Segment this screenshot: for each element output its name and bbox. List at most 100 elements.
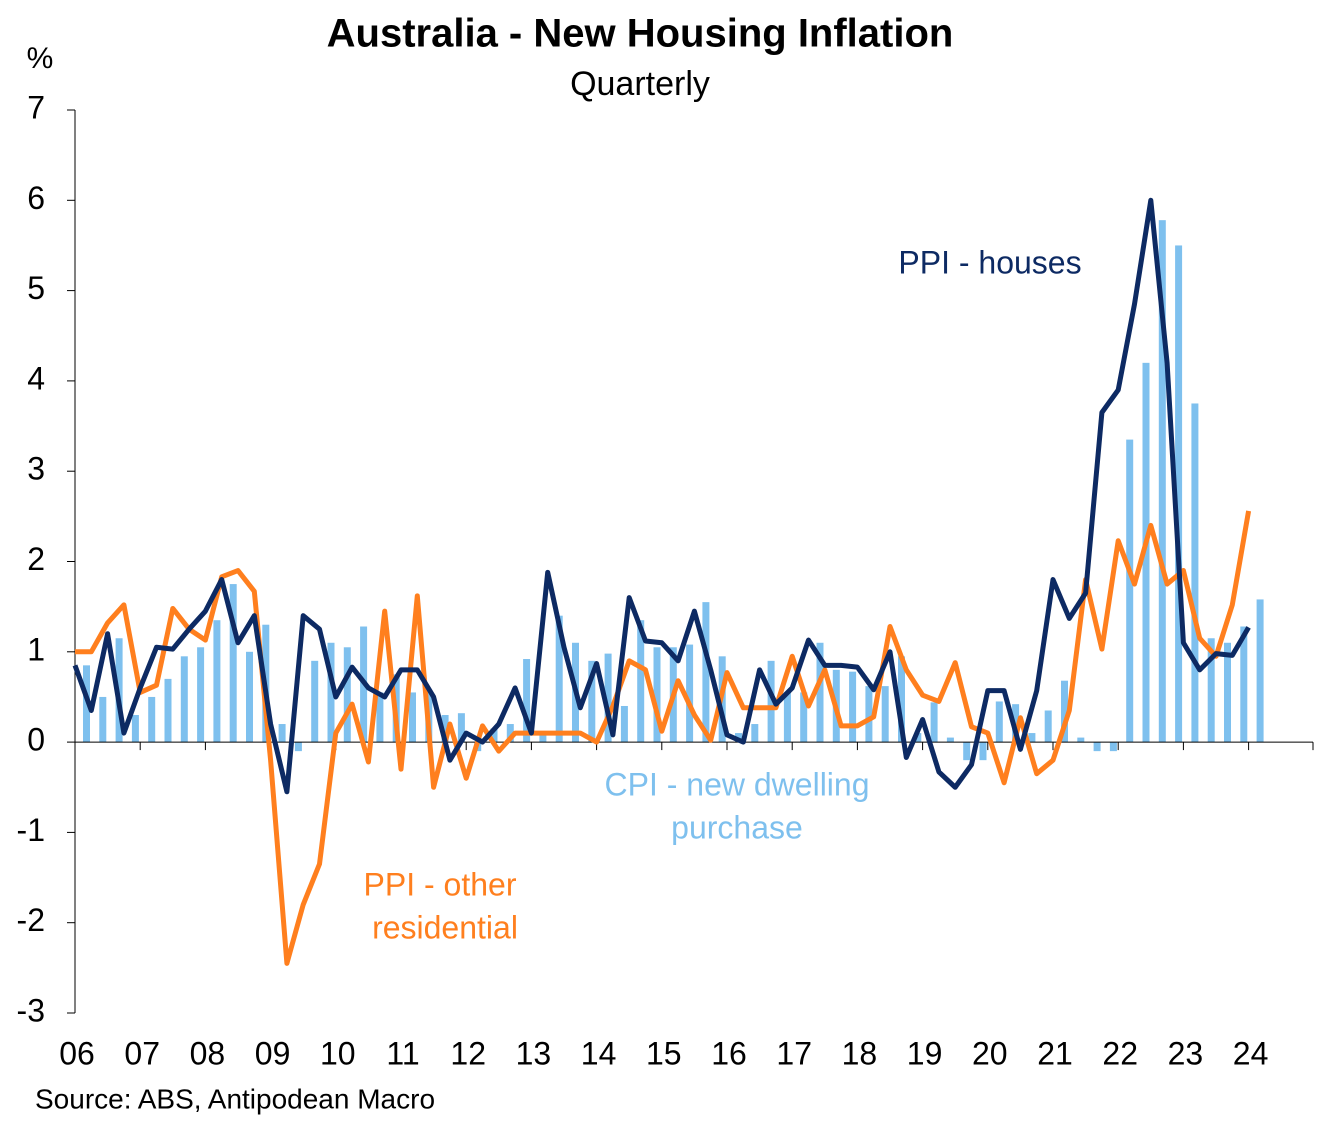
bar [995, 701, 1003, 743]
bar [311, 660, 319, 743]
x-tick-label: 16 [711, 1035, 747, 1071]
bar [441, 715, 449, 743]
y-tick-label: 1 [27, 631, 45, 667]
bar [849, 671, 857, 743]
bar [1158, 220, 1166, 743]
x-tick-label: 22 [1102, 1035, 1138, 1071]
x-tick-label: 11 [386, 1035, 419, 1071]
y-tick-label: 4 [27, 360, 45, 396]
bar [1224, 642, 1231, 743]
x-tick-label: 10 [320, 1035, 356, 1071]
bar [620, 705, 628, 743]
bar [898, 656, 905, 743]
bar [213, 620, 221, 743]
x-tick-label: 24 [1233, 1035, 1269, 1071]
bar [1191, 403, 1199, 743]
x-tick-label: 23 [1168, 1035, 1204, 1071]
y-tick-label: -1 [17, 812, 45, 848]
bar [702, 602, 710, 743]
x-tick-label: 15 [646, 1035, 682, 1071]
series-label: PPI - houses [898, 244, 1081, 280]
bar [457, 713, 465, 743]
bar [963, 742, 971, 761]
y-axis-label: % [27, 42, 54, 75]
bar [409, 692, 416, 743]
bar [1207, 638, 1215, 743]
bar [1240, 626, 1248, 743]
bar [1175, 245, 1183, 743]
x-tick-label: 07 [124, 1035, 160, 1071]
y-tick-label: -3 [17, 992, 45, 1028]
bar [1126, 439, 1134, 743]
bar [914, 733, 922, 743]
bar [490, 728, 498, 743]
series-label: PPI - other [364, 866, 517, 902]
bar [816, 642, 824, 743]
x-tick-label: 12 [450, 1035, 486, 1071]
bar [148, 696, 156, 743]
bar [99, 696, 107, 743]
bar [1077, 737, 1085, 743]
chart-title: Australia - New Housing Inflation [327, 12, 954, 56]
x-tick-label: 14 [581, 1035, 617, 1071]
y-tick-label: 0 [27, 722, 45, 758]
bar [751, 724, 759, 743]
x-tick-label: 06 [59, 1035, 95, 1071]
bar [604, 653, 612, 743]
bar [1028, 733, 1036, 743]
x-tick-label: 08 [190, 1035, 226, 1071]
y-tick-label: 3 [27, 451, 45, 487]
bar [653, 647, 661, 743]
bar [1256, 599, 1264, 743]
bar [1142, 362, 1150, 743]
bar [881, 686, 889, 743]
bar [588, 660, 596, 743]
bar [946, 737, 954, 743]
x-tick-label: 09 [255, 1035, 291, 1071]
bar [686, 644, 694, 743]
bar [800, 692, 808, 743]
bar [164, 678, 172, 743]
bar [506, 724, 514, 743]
chart-subtitle: Quarterly [570, 65, 710, 103]
bar [294, 742, 302, 752]
bar [180, 656, 188, 743]
bar [376, 692, 384, 743]
bar [865, 686, 873, 743]
bar [637, 620, 645, 743]
series-label: purchase [671, 809, 803, 845]
y-tick-label: -2 [17, 902, 45, 938]
x-tick-label: 13 [516, 1035, 552, 1071]
bar [1044, 710, 1052, 743]
bar [930, 702, 938, 743]
x-tick-label: 21 [1037, 1035, 1073, 1071]
source: Source: ABS, Antipodean Macro [35, 1083, 435, 1114]
bar [1093, 742, 1101, 752]
bar [343, 647, 351, 743]
bar [523, 659, 531, 743]
series-label: CPI - new dwelling [605, 766, 870, 802]
line [72, 197, 1251, 795]
bar [979, 742, 987, 761]
y-tick-label: 2 [27, 541, 45, 577]
bar [278, 724, 286, 743]
bar [197, 647, 205, 743]
bar [131, 715, 139, 743]
line [75, 510, 1252, 966]
bar [539, 733, 547, 743]
bar [767, 660, 775, 743]
bar [555, 615, 563, 743]
bar [1061, 680, 1068, 743]
y-tick-label: 7 [27, 89, 45, 125]
bar [246, 651, 253, 743]
x-tick-label: 20 [972, 1035, 1008, 1071]
x-tick-label: 17 [776, 1035, 812, 1071]
bar [229, 584, 237, 743]
y-tick-label: 6 [27, 180, 45, 216]
series-label: residential [372, 909, 518, 945]
x-tick-label: 19 [907, 1035, 943, 1071]
bar [1109, 742, 1117, 752]
y-tick-label: 5 [27, 270, 45, 306]
x-tick-label: 18 [842, 1035, 878, 1071]
